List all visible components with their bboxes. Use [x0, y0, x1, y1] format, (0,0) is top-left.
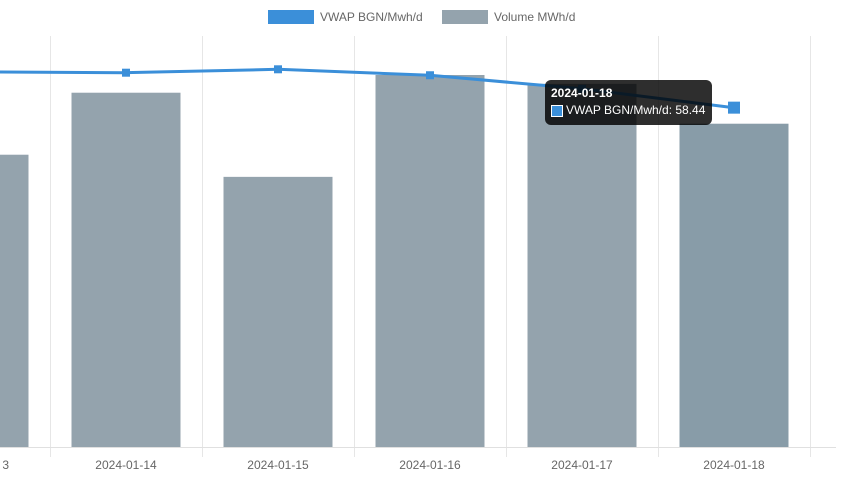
volume-bar[interactable] — [375, 75, 485, 447]
volume-bars — [0, 75, 789, 447]
tooltip-label: VWAP BGN/Mwh/d: 58.44 — [566, 103, 706, 117]
tooltip-title: 2024-01-18 — [551, 86, 613, 100]
volume-bar[interactable] — [71, 92, 181, 447]
x-tick-label: 2024-01-15 — [247, 458, 309, 472]
x-axis: 3 2024-01-14 2024-01-15 2024-01-16 2024-01-1… — [0, 447, 836, 472]
tooltip-swatch — [551, 104, 563, 117]
legend-item-volume[interactable]: Volume MWh/d — [442, 10, 575, 24]
x-tick-label: 2024-01-17 — [551, 458, 613, 472]
vwap-point-active[interactable] — [728, 101, 740, 114]
legend-swatch-volume — [442, 10, 488, 24]
x-tick-label: 2024-01-18 — [703, 458, 765, 472]
tooltip-row: VWAP BGN/Mwh/d: 58.44 — [551, 102, 705, 119]
legend-item-vwap[interactable]: VWAP BGN/Mwh/d — [268, 10, 423, 24]
legend-swatch-vwap — [268, 10, 314, 24]
legend-label-volume: Volume MWh/d — [494, 10, 575, 24]
legend-label-vwap: VWAP BGN/Mwh/d — [320, 10, 423, 24]
volume-bar[interactable] — [679, 123, 789, 447]
vwap-point[interactable] — [426, 71, 434, 80]
legend: VWAP BGN/Mwh/d Volume MWh/d — [268, 10, 575, 24]
vwap-point[interactable] — [122, 68, 130, 77]
x-tick-label: 3 — [2, 458, 9, 472]
tooltip: 2024-01-18 VWAP BGN/Mwh/d: 58.44 — [545, 80, 713, 125]
volume-bar[interactable] — [0, 154, 29, 447]
volume-bar[interactable] — [527, 83, 637, 447]
x-tick-label: 2024-01-14 — [95, 458, 157, 472]
x-tick-label: 2024-01-16 — [399, 458, 461, 472]
vwap-point[interactable] — [274, 65, 282, 74]
volume-bar[interactable] — [223, 176, 333, 447]
